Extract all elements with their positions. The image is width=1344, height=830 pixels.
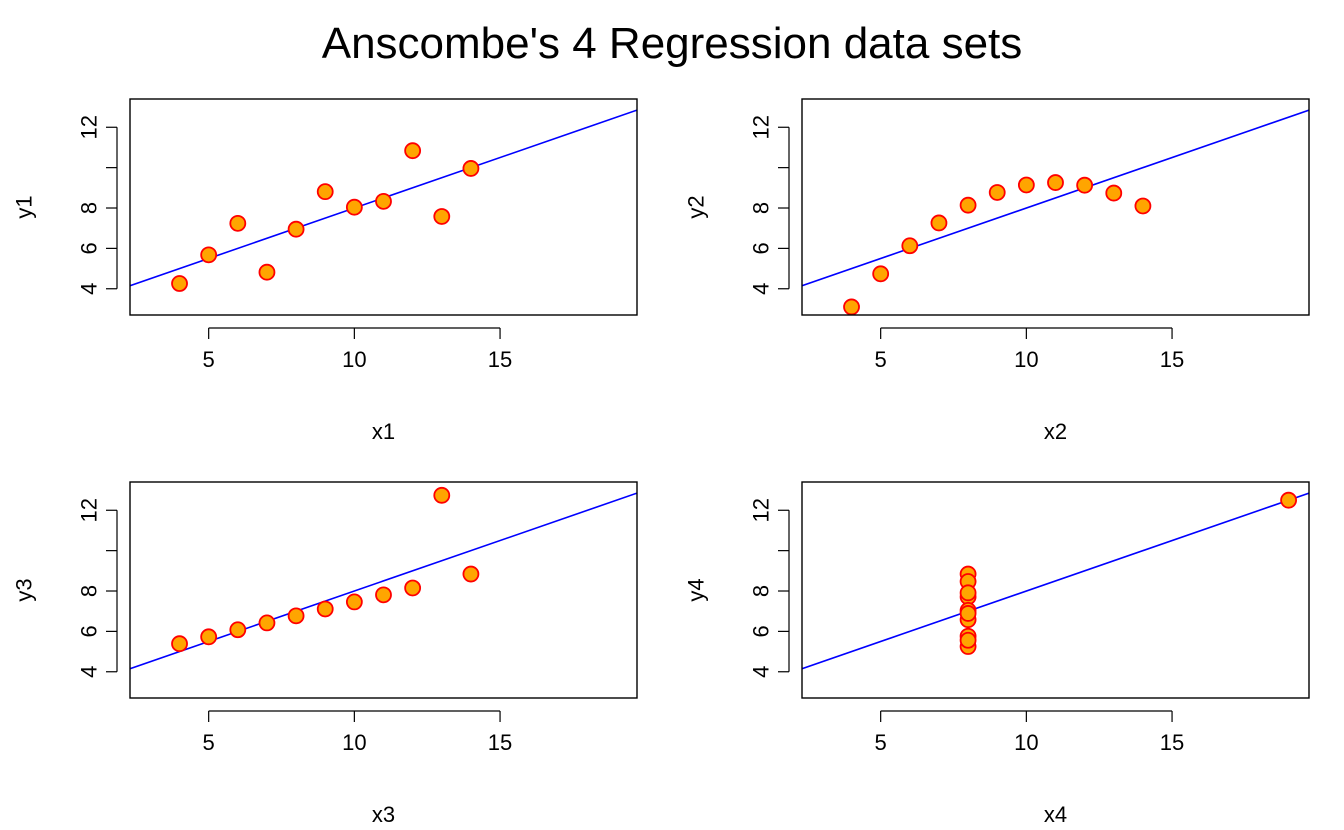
y-tick-label: 4: [77, 283, 102, 295]
data-point: [872, 265, 890, 283]
data-point: [345, 198, 363, 216]
data-point: [404, 579, 422, 597]
y-tick-label: 12: [77, 498, 102, 522]
y-tick-label: 4: [77, 666, 102, 678]
data-point: [1076, 176, 1094, 194]
y-axis-title: y2: [684, 195, 709, 218]
data-point: [1105, 184, 1123, 202]
data-point: [200, 628, 218, 646]
data-point: [433, 486, 451, 504]
data-point: [287, 607, 305, 625]
x-tick-label: 10: [1014, 730, 1038, 755]
y-tick-label: 4: [749, 666, 774, 678]
plot-frame: [801, 98, 1310, 316]
x-tick-label: 10: [1014, 347, 1038, 372]
x-axis-title: x2: [1044, 419, 1067, 444]
scatter-panel-2: 5 10 15 4 6 8 12 x2 y2: [684, 98, 1310, 444]
data-point: [258, 263, 276, 281]
figure-title: Anscombe's 4 Regression data sets: [322, 19, 1023, 68]
y-tick-label: 6: [749, 242, 774, 254]
y-axis-title: y3: [12, 578, 37, 601]
data-point: [404, 142, 422, 160]
scatter-panel-4: 5 10 15 4 6 8 12 x4 y4: [684, 481, 1310, 827]
y-tick-label: 6: [77, 242, 102, 254]
y-tick-label: 6: [749, 625, 774, 637]
regression-line: [802, 492, 1309, 670]
panels-container: 5 10 15 4 6 8 12 x1 y1 5 10 15 4 6 8 12 x2 y2 5 10 15 4 6 8 12 x3…: [12, 98, 1310, 827]
y-tick-label: 12: [77, 115, 102, 139]
data-point: [229, 621, 247, 639]
x-tick-label: 5: [875, 347, 887, 372]
data-point: [433, 208, 451, 225]
data-point: [1280, 491, 1298, 509]
data-point: [375, 586, 392, 604]
data-point: [959, 196, 977, 214]
data-point: [1017, 176, 1035, 194]
data-point: [316, 600, 334, 618]
regression-line: [802, 109, 1309, 287]
x-axis-title: x4: [1044, 802, 1067, 827]
data-point: [200, 246, 218, 264]
data-point: [171, 635, 188, 653]
data-point: [959, 631, 977, 649]
x-axis-title: x1: [372, 419, 395, 444]
x-tick-label: 10: [342, 730, 366, 755]
data-point: [988, 184, 1006, 201]
data-point: [345, 593, 363, 611]
data-point: [171, 275, 188, 292]
data-point: [930, 214, 948, 232]
plot-frame: [129, 481, 638, 699]
y-tick-label: 6: [77, 625, 102, 637]
data-point: [229, 214, 247, 232]
x-tick-label: 5: [203, 347, 215, 372]
data-point: [462, 160, 480, 177]
y-tick-label: 4: [749, 283, 774, 295]
data-point: [258, 614, 276, 632]
plot-frame: [801, 481, 1310, 699]
scatter-panel-1: 5 10 15 4 6 8 12 x1 y1: [12, 98, 638, 444]
data-point: [1047, 174, 1064, 191]
y-axis-title: y1: [12, 195, 37, 218]
y-tick-label: 8: [77, 585, 102, 597]
x-tick-label: 15: [1160, 730, 1184, 755]
x-tick-label: 5: [203, 730, 215, 755]
y-tick-label: 12: [749, 115, 774, 139]
x-tick-label: 10: [342, 347, 366, 372]
scatter-panel-3: 5 10 15 4 6 8 12 x3 y3: [12, 481, 638, 827]
x-axis-title: x3: [372, 802, 395, 827]
y-tick-label: 8: [77, 202, 102, 214]
data-point: [287, 220, 305, 238]
data-point: [462, 565, 480, 583]
data-point: [375, 192, 392, 210]
x-tick-label: 15: [1160, 347, 1184, 372]
data-point: [843, 298, 860, 316]
data-point: [316, 183, 334, 201]
data-point: [901, 237, 919, 255]
y-tick-label: 8: [749, 585, 774, 597]
x-tick-label: 15: [488, 347, 512, 372]
y-tick-label: 12: [749, 498, 774, 522]
y-tick-label: 8: [749, 202, 774, 214]
data-point: [959, 584, 977, 602]
plot-frame: [129, 98, 638, 316]
x-tick-label: 15: [488, 730, 512, 755]
x-tick-label: 5: [875, 730, 887, 755]
data-point: [1134, 197, 1152, 215]
y-axis-title: y4: [684, 578, 709, 601]
data-point: [959, 605, 977, 622]
